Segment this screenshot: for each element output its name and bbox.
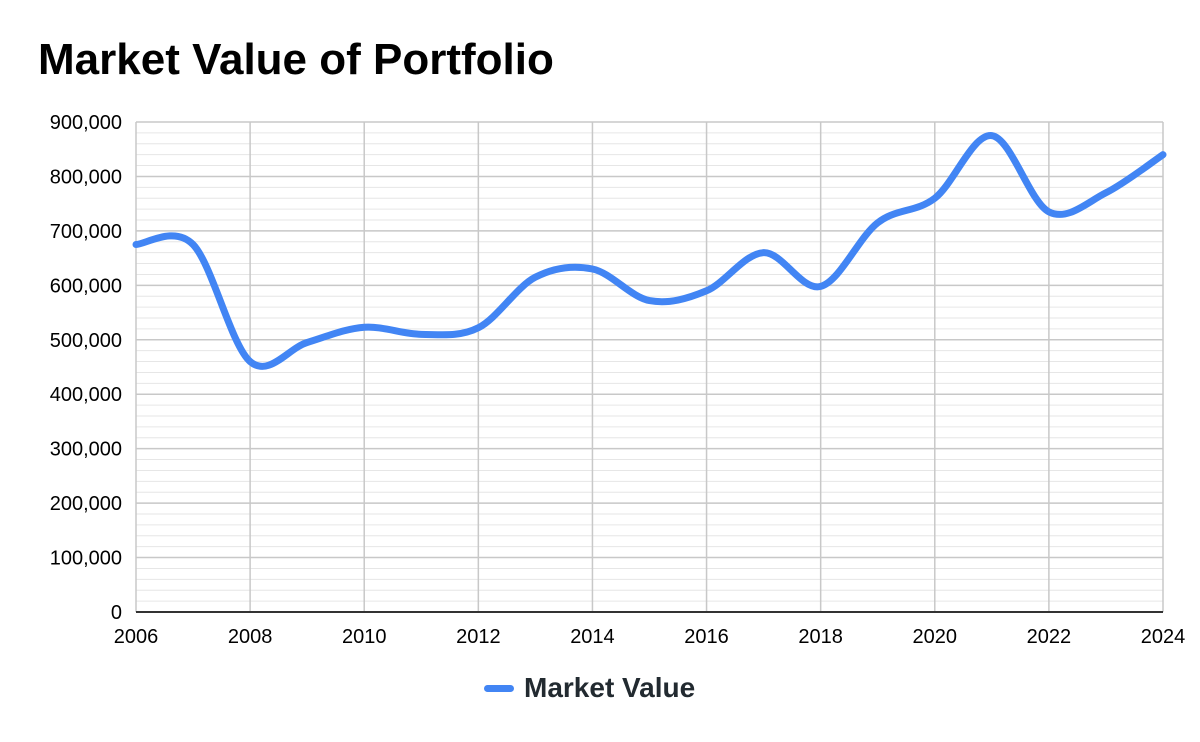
minor-gridlines	[136, 121, 1163, 613]
x-tick-label: 2014	[570, 626, 615, 648]
y-tick-label: 800,000	[50, 166, 122, 188]
x-tick-label: 2006	[114, 626, 159, 648]
y-tick-label: 300,000	[50, 439, 122, 461]
x-tick-label: 2020	[913, 626, 958, 648]
y-tick-label: 400,000	[50, 384, 122, 406]
legend: Market Value	[484, 670, 695, 706]
y-tick-label: 200,000	[50, 493, 122, 515]
series-layer	[132, 132, 1167, 370]
y-tick-label: 0	[111, 602, 122, 624]
x-tick-label: 2012	[456, 626, 501, 648]
chart-title: Market Value of Portfolio	[38, 35, 554, 84]
x-tick-label: 2024	[1141, 626, 1186, 648]
legend-swatch-market-value	[484, 684, 514, 692]
y-tick-label: 600,000	[50, 275, 122, 297]
y-tick-label: 500,000	[50, 330, 122, 352]
legend-label-market-value: Market Value	[524, 672, 696, 703]
y-tick-label: 100,000	[50, 548, 122, 570]
major-gridlines	[135, 121, 1164, 613]
x-tick-label: 2010	[342, 626, 387, 648]
x-tick-label: 2008	[228, 626, 273, 648]
series-line-market-value	[132, 132, 1167, 370]
x-tick-label: 2018	[798, 626, 843, 648]
x-tick-label: 2016	[684, 626, 729, 648]
x-tick-label: 2022	[1027, 626, 1072, 648]
y-tick-label: 900,000	[50, 112, 122, 134]
y-axis-tick-labels: 0 100,000 200,000 300,000 400,000 500,000 600,…	[50, 112, 122, 624]
x-axis-tick-labels: 2006 2008 2010 2012 2014 2016 2018 2020 2022 2024	[114, 626, 1186, 648]
y-tick-label: 700,000	[50, 221, 122, 243]
